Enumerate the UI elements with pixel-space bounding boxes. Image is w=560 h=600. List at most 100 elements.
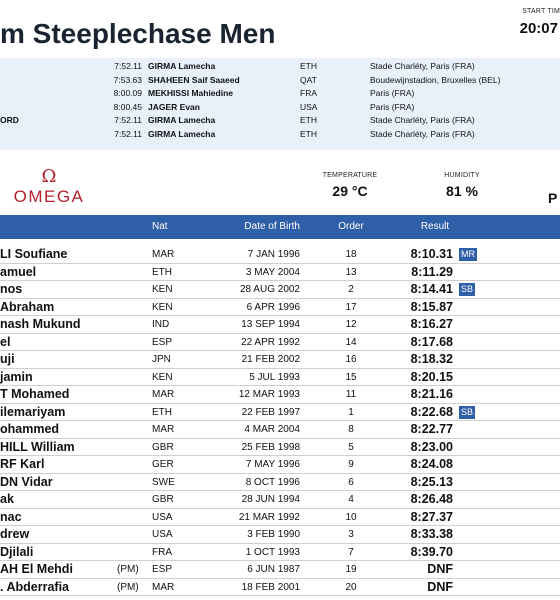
start-order: 1 xyxy=(348,406,354,418)
event-header: m Steeplechase Men START TIM 20:07 xyxy=(0,0,560,58)
result-time: 8:15.87 xyxy=(410,299,453,314)
header-date-of-birth: Date of Birth xyxy=(244,221,300,232)
record-row: ORD 7:52.11 GIRMA Lamecha ETH Stade Charléty… xyxy=(0,114,560,127)
start-order: 3 xyxy=(348,529,354,540)
record-venue: Stade Charléty, Paris (FRA) xyxy=(370,115,475,125)
athlete-dob: 13 SEP 1994 xyxy=(241,319,300,330)
record-time: 7:52.11 xyxy=(114,115,142,125)
record-badge: SB xyxy=(459,405,476,419)
result-row: HILL William GBR 25 FEB 1998 5 8:23.00 xyxy=(0,439,560,456)
result-time: 8:20.15 xyxy=(410,369,453,384)
humidity-value: 81 % xyxy=(446,183,478,199)
athlete-nat: MAR xyxy=(152,389,175,400)
start-order: 11 xyxy=(345,389,357,400)
athlete-dob: 5 JUL 1993 xyxy=(249,371,300,383)
result-row: ilemariyam ETH 22 FEB 1997 1 8:22.68 SB xyxy=(0,404,560,421)
athlete-name: ohammed xyxy=(0,422,60,436)
record-venue: Stade Charléty, Paris (FRA) xyxy=(370,128,475,139)
result-row: jamin KEN 5 JUL 1993 15 8:20.15 xyxy=(0,369,560,386)
result-time: DNF xyxy=(427,562,453,576)
athlete-dob: 3 FEB 1990 xyxy=(247,529,300,540)
record-nat: ETH xyxy=(300,61,317,71)
result-row: nos KEN 28 AUG 2002 2 8:14.41 SB xyxy=(0,281,560,299)
record-holder: SHAHEEN Saif Saaeed xyxy=(148,74,240,85)
start-order: 4 xyxy=(348,494,354,505)
record-venue: Boudewijnstadion, Bruxelles (BEL) xyxy=(370,74,501,85)
athlete-dob: 7 MAY 1996 xyxy=(245,459,300,470)
result-time: 8:18.32 xyxy=(410,352,453,366)
record-category: ORD xyxy=(0,115,19,125)
start-time-label: START TIM xyxy=(522,8,560,15)
athlete-name: nos xyxy=(0,282,23,296)
record-venue: Stade Charléty, Paris (FRA) xyxy=(370,61,475,71)
result-time: 8:10.31 xyxy=(410,247,453,261)
athlete-name: el xyxy=(0,334,11,349)
pacemaker-tag: (PM) xyxy=(117,581,139,593)
event-title: m Steeplechase Men xyxy=(0,18,276,49)
temperature-value: 29 °C xyxy=(332,183,368,199)
athlete-name: jamin xyxy=(0,369,33,384)
record-row: 7:53.63 SHAHEEN Saif Saaeed QAT Boudewijnst… xyxy=(0,74,560,87)
record-time: 8:00.45 xyxy=(113,101,142,112)
athlete-nat: ESP xyxy=(152,564,173,575)
omega-logo: Ω OMEGA xyxy=(8,168,90,212)
athlete-nat: GBR xyxy=(152,441,174,453)
record-venue: Paris (FRA) xyxy=(370,101,415,112)
record-badge: MR xyxy=(459,248,477,261)
athlete-dob: 7 JAN 1996 xyxy=(247,249,300,260)
result-row: amuel ETH 3 MAY 2004 13 8:11.29 xyxy=(0,264,560,281)
start-order: 18 xyxy=(345,249,357,260)
start-order: 12 xyxy=(345,319,357,330)
result-time: 8:22.77 xyxy=(410,422,453,436)
result-time: 8:14.41 xyxy=(410,282,453,296)
athlete-dob: 6 APR 1996 xyxy=(246,301,300,313)
record-holder: GIRMA Lamecha xyxy=(148,115,216,125)
result-row: ak GBR 28 JUN 1994 4 8:26.48 xyxy=(0,491,560,509)
athlete-dob: 22 APR 1992 xyxy=(241,336,300,348)
condition-extra-value: P xyxy=(548,190,558,206)
result-time: 8:33.38 xyxy=(410,527,453,541)
athlete-name: drew xyxy=(0,527,30,541)
athlete-nat: USA xyxy=(152,511,173,523)
athlete-dob: 21 MAR 1992 xyxy=(238,511,300,523)
omega-wordmark: OMEGA xyxy=(13,187,85,206)
record-holder: GIRMA Lamecha xyxy=(148,128,216,139)
athlete-name: LI Soufiane xyxy=(0,247,68,261)
athlete-dob: 8 OCT 1996 xyxy=(245,476,300,488)
records-section: 7:52.11 GIRMA Lamecha ETH Stade Charléty, P… xyxy=(0,58,560,150)
record-row: 8:00.45 JAGER Evan USA Paris (FRA) xyxy=(0,101,560,114)
start-time-value: 20:07 xyxy=(519,20,558,37)
start-order: 14 xyxy=(345,336,357,348)
athlete-name: DN Vidar xyxy=(0,474,53,489)
record-venue: Paris (FRA) xyxy=(370,88,415,98)
athlete-nat: MAR xyxy=(152,424,175,435)
result-row: DN Vidar SWE 8 OCT 1996 6 8:25.13 xyxy=(0,474,560,491)
athlete-dob: 1 OCT 1993 xyxy=(245,546,300,558)
athlete-dob: 4 MAR 2004 xyxy=(244,424,300,435)
athlete-nat: ETH xyxy=(152,406,172,418)
athlete-nat: MAR xyxy=(152,581,175,593)
athlete-nat: IND xyxy=(152,319,170,330)
athlete-name: AH El Mehdi xyxy=(0,562,73,576)
record-nat: FRA xyxy=(300,88,317,98)
record-time: 7:52.11 xyxy=(114,61,142,71)
header-result: Result xyxy=(420,221,450,232)
athlete-name: amuel xyxy=(0,264,37,279)
start-order: 15 xyxy=(345,371,357,383)
record-nat: USA xyxy=(300,101,318,112)
start-order: 2 xyxy=(348,284,354,295)
conditions-section: Ω OMEGA TEMPERATURE 29 °C HUMIDITY 81 % … xyxy=(0,150,560,215)
record-nat: ETH xyxy=(300,128,317,139)
record-nat: ETH xyxy=(300,115,317,125)
athlete-name: Abraham xyxy=(0,299,55,314)
athlete-dob: 18 FEB 2001 xyxy=(241,581,300,593)
result-time: 8:24.08 xyxy=(410,457,453,471)
result-row: T Mohamed MAR 12 MAR 1993 11 8:21.16 xyxy=(0,386,560,404)
athlete-name: T Mohamed xyxy=(0,387,70,401)
start-order: 13 xyxy=(345,266,357,278)
athlete-name: uji xyxy=(0,352,15,366)
athlete-name: . Abderrafia xyxy=(0,579,70,594)
start-order: 9 xyxy=(348,459,354,470)
record-row: 7:52.11 GIRMA Lamecha ETH Stade Charléty, P… xyxy=(0,128,560,141)
result-row: Djilali FRA 1 OCT 1993 7 8:39.70 xyxy=(0,544,560,561)
